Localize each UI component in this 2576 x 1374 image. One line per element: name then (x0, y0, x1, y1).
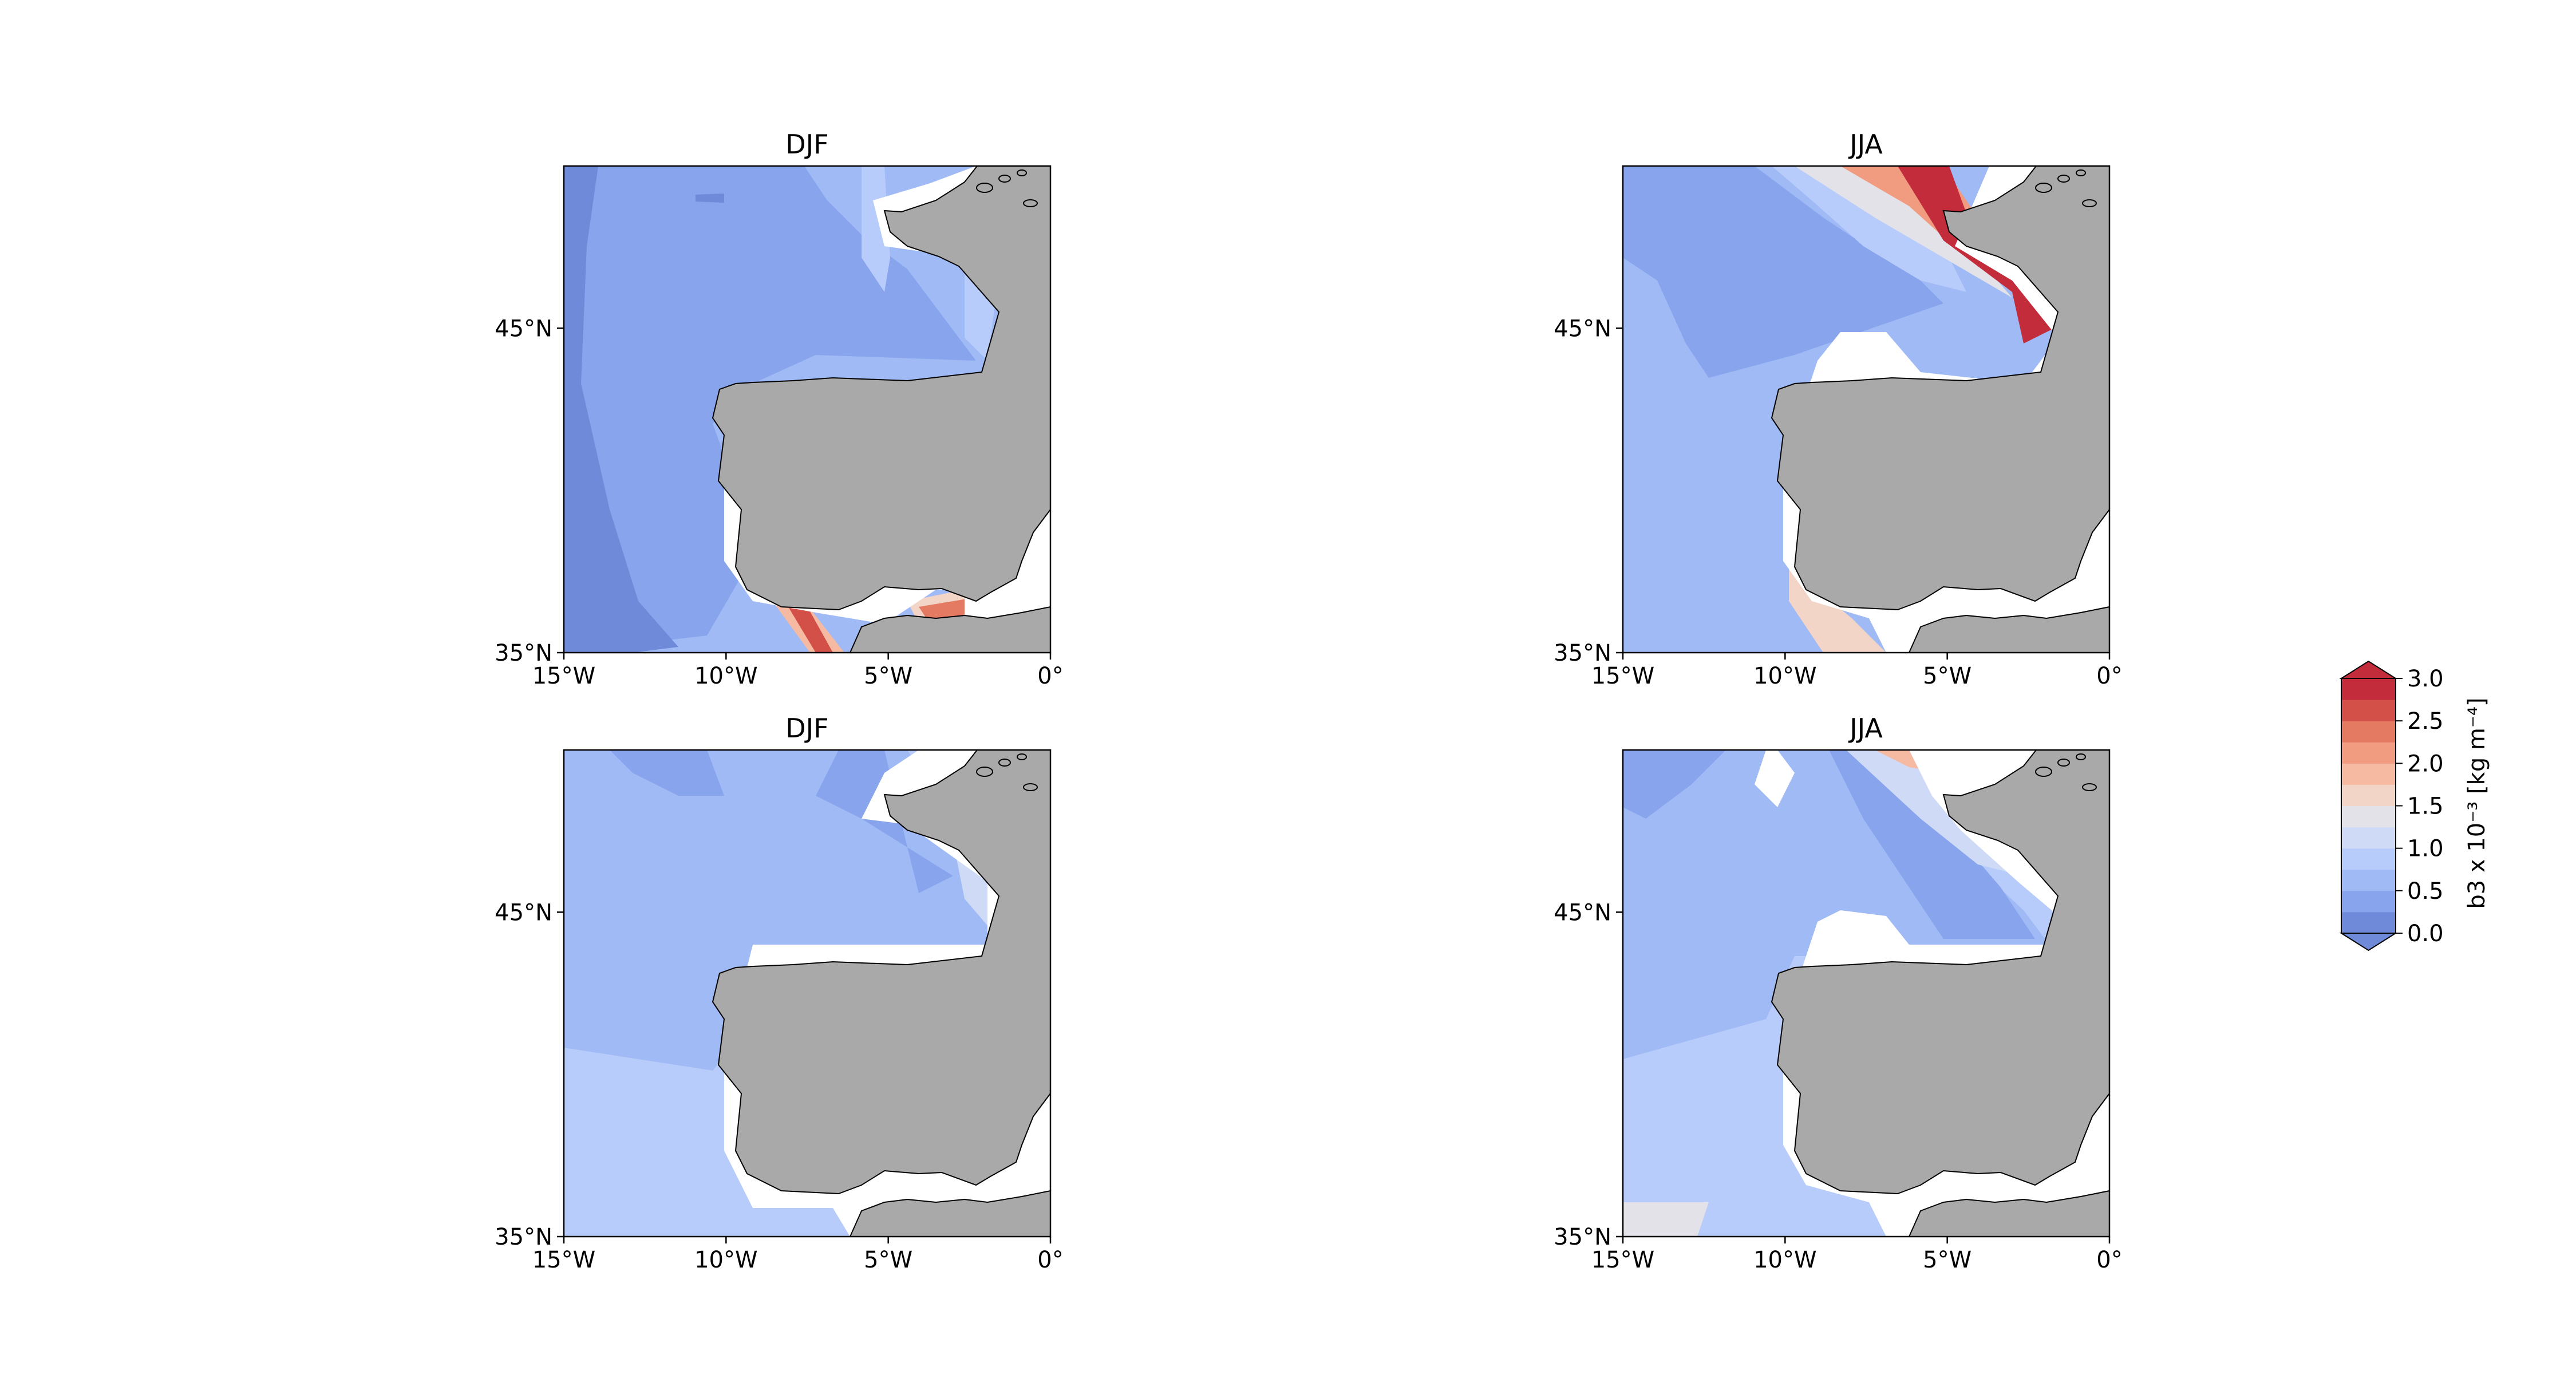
panel-title: DJF (785, 129, 828, 160)
colorbar-tick-label: 0.0 (2407, 921, 2444, 947)
x-tick-label: 5°W (1923, 1247, 1971, 1273)
colorbar-label: b3 x 10⁻³ [kg m⁻⁴] (2464, 697, 2490, 909)
y-tick-label: 45°N (1554, 899, 1611, 926)
map-content (564, 750, 1050, 1237)
contour-fill (907, 847, 953, 893)
contour-fill (1623, 1202, 1709, 1237)
contour-fill (610, 750, 724, 796)
contour-fill (1623, 750, 2058, 1059)
y-tick-label: 45°N (1554, 315, 1611, 342)
colorbar-bin (2341, 678, 2396, 700)
x-tick-label: 5°W (864, 1247, 912, 1273)
colorbar-bin (2341, 848, 2396, 870)
x-tick-label: 15°W (1591, 663, 1654, 689)
x-tick-label: 10°W (1753, 1247, 1816, 1273)
x-tick-label: 15°W (1591, 1247, 1654, 1273)
colorbar-bin (2341, 784, 2396, 806)
map-panel-p1: DJF 15°W 10°W 5°W 0° 45°N 35°N (495, 129, 1064, 689)
contour-fill (564, 166, 678, 653)
contour-fill (781, 595, 833, 653)
y-tick-label: 35°N (1554, 1224, 1611, 1250)
colorbar-tick-label: 2.0 (2407, 751, 2444, 777)
x-tick-label: 10°W (1753, 663, 1816, 689)
map-panel-p4: JJA 15°W 10°W 5°W 0° 45°N 35°N (1554, 713, 2123, 1273)
panel-title: DJF (785, 713, 828, 744)
colorbar-bin (2341, 911, 2396, 934)
contour-fill (1795, 166, 2012, 298)
colorbar-tick-label: 1.5 (2407, 793, 2444, 820)
colorbar-bin (2341, 721, 2396, 743)
y-tick-label: 35°N (495, 1224, 552, 1250)
colorbar-bin (2341, 869, 2396, 891)
x-tick-label: 0° (2096, 1247, 2122, 1273)
colorbar-tick-label: 2.5 (2407, 708, 2444, 735)
map-panel-p3: DJF 15°W 10°W 5°W 0° 45°N 35°N (495, 713, 1064, 1273)
map-frame (563, 165, 1052, 654)
panel-title: JJA (1848, 713, 1883, 744)
x-tick-label: 0° (1037, 663, 1063, 689)
contour-fill (1623, 750, 1726, 819)
colorbar-bin (2341, 827, 2396, 849)
colorbar-bin (2341, 763, 2396, 785)
panel-title: JJA (1848, 129, 1883, 160)
x-tick-label: 5°W (864, 663, 912, 689)
map-panel-p2: JJA 15°W 10°W 5°W 0° 45°N 35°N (1554, 129, 2123, 689)
x-tick-label: 0° (1037, 1247, 1063, 1273)
colorbar-extend-max (2339, 660, 2398, 679)
map-frame (1622, 165, 2111, 654)
map-content (1623, 166, 2109, 653)
x-tick-label: 15°W (532, 1247, 595, 1273)
x-tick-label: 10°W (694, 1247, 757, 1273)
map-content (1623, 750, 2109, 1237)
colorbar-extend-min (2339, 933, 2398, 951)
y-tick-label: 45°N (495, 315, 552, 342)
map-frame (1622, 749, 2111, 1238)
y-tick-label: 35°N (1554, 640, 1611, 666)
contour-fill (564, 166, 976, 653)
colorbar-bin (2341, 890, 2396, 913)
contour-fill (1623, 166, 1943, 378)
colorbar-tick-label: 3.0 (2407, 666, 2444, 692)
contour-fill (1829, 750, 2035, 939)
y-tick-label: 35°N (495, 640, 552, 666)
map-content (564, 166, 1050, 653)
colorbar-bin (2341, 742, 2396, 764)
contour-fill (696, 194, 724, 203)
x-tick-label: 10°W (694, 663, 757, 689)
x-tick-label: 5°W (1923, 663, 1971, 689)
y-tick-label: 45°N (495, 899, 552, 926)
colorbar: 3.0 2.5 2.0 1.5 1.0 0.5 0.0 b3 x 10⁻³ [kg m⁻⁴] (2339, 660, 2490, 951)
colorbar-bin (2341, 700, 2396, 721)
colorbar-tick-label: 1.0 (2407, 836, 2444, 862)
map-frame (563, 749, 1052, 1238)
colorbar-tick-label: 0.5 (2407, 878, 2444, 905)
x-tick-label: 15°W (532, 663, 595, 689)
x-tick-label: 0° (2096, 663, 2122, 689)
colorbar-bin (2341, 806, 2396, 828)
